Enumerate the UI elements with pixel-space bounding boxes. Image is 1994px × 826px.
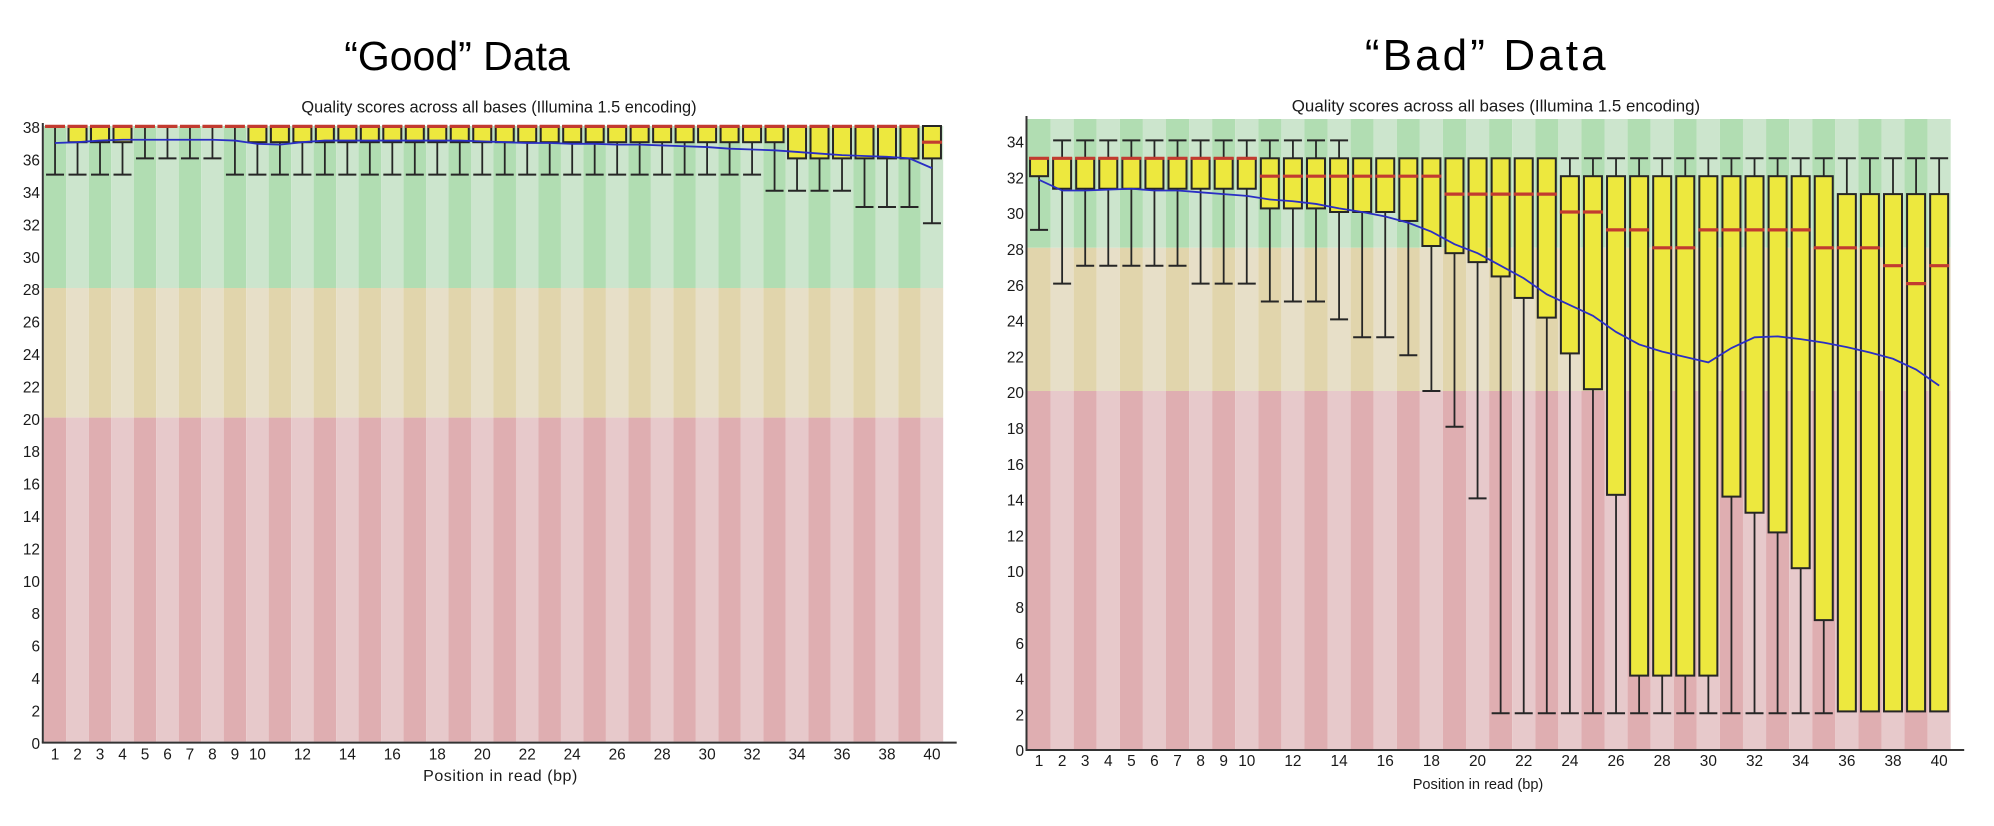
svg-text:22: 22: [23, 379, 40, 396]
svg-text:36: 36: [833, 746, 850, 763]
svg-text:4: 4: [1015, 672, 1024, 689]
svg-text:12: 12: [294, 746, 311, 763]
svg-text:10: 10: [249, 746, 266, 763]
svg-text:38: 38: [878, 746, 895, 763]
svg-text:26: 26: [1007, 278, 1024, 295]
svg-text:26: 26: [23, 315, 40, 332]
svg-text:9: 9: [1219, 753, 1228, 770]
svg-text:16: 16: [1377, 753, 1394, 770]
svg-text:4: 4: [1104, 753, 1113, 770]
svg-text:28: 28: [1007, 242, 1024, 259]
svg-text:18: 18: [23, 444, 40, 461]
svg-text:Quality scores across all base: Quality scores across all bases (Illumin…: [1292, 96, 1700, 115]
svg-text:22: 22: [1515, 753, 1532, 770]
svg-text:36: 36: [1838, 753, 1855, 770]
svg-text:“Bad” Data: “Bad” Data: [1365, 31, 1609, 80]
svg-text:6: 6: [1150, 753, 1159, 770]
svg-text:3: 3: [96, 746, 105, 763]
svg-text:24: 24: [1007, 314, 1025, 331]
svg-text:40: 40: [1931, 753, 1948, 770]
svg-text:32: 32: [23, 217, 40, 234]
svg-text:32: 32: [1746, 753, 1763, 770]
svg-text:36: 36: [23, 153, 40, 170]
svg-text:20: 20: [23, 412, 40, 429]
svg-text:20: 20: [1007, 385, 1024, 402]
svg-text:10: 10: [23, 574, 40, 591]
svg-text:“Good” Data: “Good” Data: [344, 33, 570, 79]
svg-text:2: 2: [1015, 707, 1024, 724]
svg-text:10: 10: [1238, 753, 1255, 770]
svg-text:14: 14: [23, 509, 41, 526]
svg-text:14: 14: [339, 746, 357, 763]
svg-text:7: 7: [186, 746, 195, 763]
svg-text:3: 3: [1081, 753, 1090, 770]
svg-text:18: 18: [1007, 421, 1024, 438]
svg-text:22: 22: [1007, 349, 1024, 366]
svg-text:34: 34: [788, 746, 806, 763]
svg-text:8: 8: [31, 606, 40, 623]
svg-text:34: 34: [1792, 753, 1810, 770]
svg-text:38: 38: [23, 120, 40, 137]
svg-text:5: 5: [1127, 753, 1136, 770]
svg-text:34: 34: [23, 185, 41, 202]
svg-text:28: 28: [1654, 753, 1671, 770]
svg-text:26: 26: [1607, 753, 1624, 770]
svg-text:38: 38: [1884, 753, 1901, 770]
svg-text:1: 1: [51, 746, 60, 763]
svg-text:30: 30: [1007, 206, 1024, 223]
svg-text:18: 18: [429, 746, 446, 763]
svg-text:0: 0: [31, 736, 40, 753]
svg-text:30: 30: [23, 250, 40, 267]
svg-text:32: 32: [744, 746, 761, 763]
svg-text:8: 8: [1196, 753, 1205, 770]
svg-text:2: 2: [73, 746, 82, 763]
svg-text:Position in read (bp): Position in read (bp): [1413, 777, 1544, 793]
svg-text:9: 9: [231, 746, 240, 763]
svg-text:4: 4: [118, 746, 127, 763]
svg-text:5: 5: [141, 746, 150, 763]
svg-text:16: 16: [384, 746, 401, 763]
svg-text:16: 16: [23, 477, 40, 494]
svg-text:40: 40: [923, 746, 940, 763]
svg-text:30: 30: [1700, 753, 1717, 770]
svg-text:12: 12: [1284, 753, 1301, 770]
svg-text:6: 6: [1015, 636, 1024, 653]
svg-text:8: 8: [1015, 600, 1024, 617]
svg-text:20: 20: [1469, 753, 1486, 770]
svg-text:34: 34: [1007, 135, 1025, 152]
svg-text:2: 2: [1058, 753, 1067, 770]
svg-text:24: 24: [564, 746, 582, 763]
svg-text:30: 30: [699, 746, 716, 763]
svg-text:1: 1: [1035, 753, 1044, 770]
svg-text:6: 6: [31, 639, 40, 656]
svg-text:12: 12: [23, 541, 40, 558]
svg-text:10: 10: [1007, 564, 1024, 581]
svg-text:Quality scores across all base: Quality scores across all bases (Illumin…: [301, 98, 696, 116]
svg-text:4: 4: [31, 671, 40, 688]
svg-text:20: 20: [474, 746, 491, 763]
svg-text:7: 7: [1173, 753, 1182, 770]
svg-text:16: 16: [1007, 457, 1024, 474]
svg-text:18: 18: [1423, 753, 1440, 770]
svg-text:12: 12: [1007, 528, 1024, 545]
svg-text:32: 32: [1007, 170, 1024, 187]
svg-text:Position in read (bp): Position in read (bp): [423, 768, 578, 785]
svg-text:6: 6: [163, 746, 172, 763]
svg-text:22: 22: [519, 746, 536, 763]
svg-text:24: 24: [23, 347, 41, 364]
svg-text:2: 2: [31, 703, 40, 720]
svg-text:28: 28: [654, 746, 671, 763]
svg-text:28: 28: [23, 282, 40, 299]
svg-text:14: 14: [1007, 493, 1025, 510]
svg-text:26: 26: [609, 746, 626, 763]
svg-text:8: 8: [208, 746, 217, 763]
svg-text:0: 0: [1015, 743, 1024, 760]
svg-text:14: 14: [1331, 753, 1349, 770]
svg-text:24: 24: [1561, 753, 1579, 770]
